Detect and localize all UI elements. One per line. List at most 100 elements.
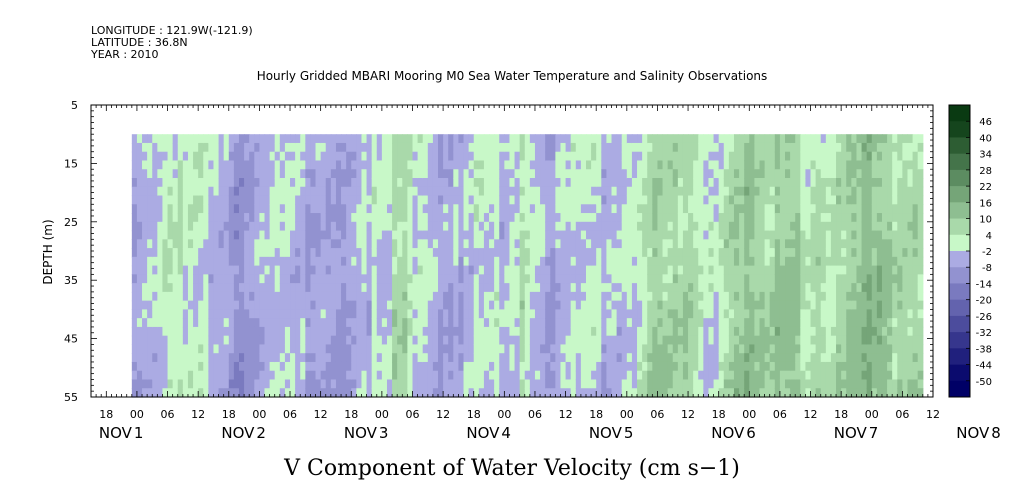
heat-cell [693,388,699,398]
heat-cell [585,169,592,179]
heat-cell [739,300,745,310]
heat-cell [534,318,541,328]
heat-cell [871,204,878,214]
heat-cell [407,186,414,197]
heat-cell [147,283,153,293]
heat-cell [744,344,750,354]
heat-cell [759,186,766,197]
heat-cell [881,186,888,197]
heat-cell [417,265,424,275]
heat-cell [361,230,368,240]
heat-cell [259,274,266,284]
heat-cell [677,186,684,197]
heat-cell [611,195,618,205]
heat-cell [596,300,602,310]
heat-cell [417,274,424,284]
heat-cell [453,169,460,179]
heat-cell [580,265,587,275]
heat-cell [335,169,342,179]
heat-cell [371,370,378,381]
heat-cell [438,335,444,346]
heat-cell [560,388,567,398]
heat-cell [167,230,174,240]
heat-cell [131,178,138,188]
heat-cell [876,186,883,197]
heat-cell [881,248,888,258]
heat-cell [912,221,919,232]
heat-cell [805,274,812,284]
heat-cell [642,134,648,144]
heat-cell [376,309,383,319]
heat-cell [325,213,332,223]
heat-cell [672,318,679,328]
heat-cell [596,142,602,153]
heat-cell [795,283,801,293]
heat-cell [259,221,266,232]
heat-cell [529,134,536,144]
heat-cell [264,213,271,223]
heat-cell [881,300,888,310]
heat-cell [841,230,847,240]
heat-cell [136,291,143,302]
heat-cell [218,353,225,363]
heat-cell [356,186,363,197]
heat-cell [320,151,327,162]
heat-cell [856,213,863,223]
heat-cell [861,309,868,319]
heat-cell [187,195,194,205]
heat-cell [371,291,378,302]
heat-cell [917,204,924,214]
heat-cell [626,265,633,275]
heat-cell [453,335,460,346]
heat-cell [611,160,618,170]
heat-cell [407,344,414,354]
heat-cell [637,142,643,153]
heat-cell [621,265,628,275]
heat-cell [647,318,653,328]
heat-cell [718,318,725,328]
heat-cell [540,353,546,363]
heat-cell [596,256,602,267]
heat-cell [565,230,572,240]
heat-cell [534,309,541,319]
heat-cell [290,186,296,197]
heat-cell [147,239,153,249]
heat-cell [300,353,306,363]
heat-cell [376,134,383,144]
heat-cell [397,169,403,179]
heat-cell [407,326,414,337]
heat-cell [187,388,194,398]
heat-cell [402,151,408,162]
heat-cell [739,230,745,240]
heat-cell [320,318,327,328]
heat-cell [330,142,337,153]
heat-cell [693,151,699,162]
heat-cell [647,142,653,153]
heat-cell [208,248,215,258]
heat-cell [851,291,858,302]
heat-cell [907,309,914,319]
heat-cell [489,291,495,302]
heat-cell [856,160,863,170]
heat-cell [494,283,500,293]
heat-cell [631,239,638,249]
heat-cell [810,169,817,179]
heat-cell [463,388,470,398]
heat-cell [769,370,776,381]
heat-cell [570,335,577,346]
heat-cell [279,300,286,310]
heat-cell [785,160,791,170]
heat-cell [912,248,919,258]
heat-cell [504,221,511,232]
heat-cell [585,318,592,328]
heat-cell [841,142,847,153]
heat-cell [213,256,220,267]
heat-cell [244,195,250,205]
heat-cell [499,353,505,363]
heat-cell [223,178,230,188]
heat-cell [478,230,485,240]
heat-cell [637,186,643,197]
heat-cell [483,142,490,153]
heat-cell [254,265,260,275]
heat-cell [733,178,740,188]
